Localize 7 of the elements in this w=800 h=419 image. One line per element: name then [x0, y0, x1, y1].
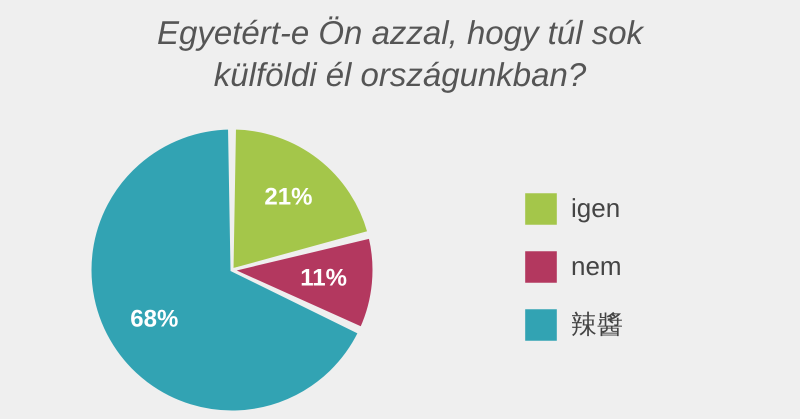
data-label: 68%	[130, 305, 178, 332]
legend-label: nem	[571, 251, 622, 281]
legend-label: 辣醬	[571, 309, 623, 339]
data-label: 11%	[300, 264, 347, 292]
data-label: 21%	[264, 183, 312, 210]
legend-label: igen	[571, 193, 620, 223]
chart-title: Egyetért-e Ön azzal, hogy túl sok külföldi él országunkban?	[156, 14, 645, 93]
